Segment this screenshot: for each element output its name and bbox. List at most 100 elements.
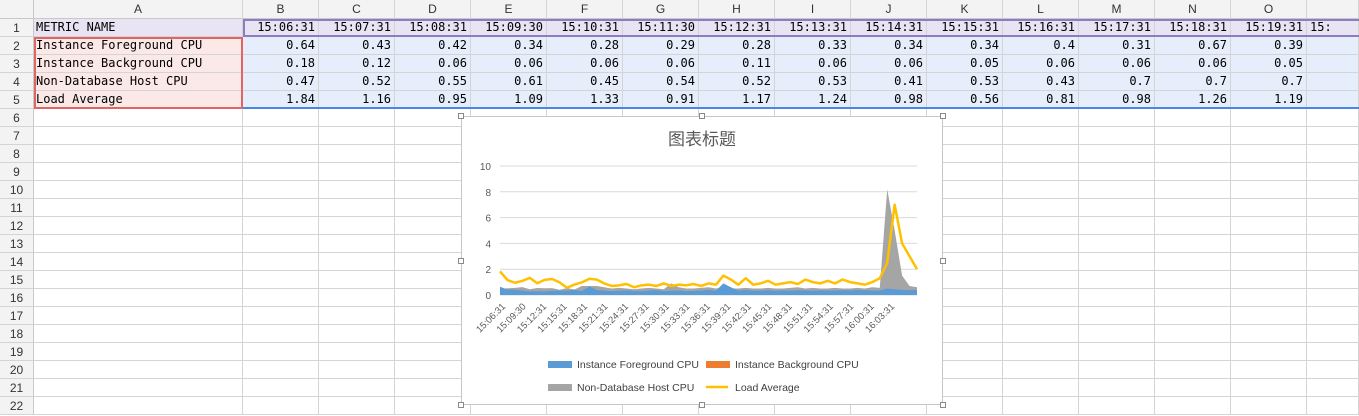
table-cell[interactable]	[927, 181, 1003, 199]
table-cell[interactable]	[395, 145, 471, 163]
table-cell[interactable]: 0.28	[547, 37, 623, 55]
table-cell[interactable]: 0.67	[1155, 37, 1231, 55]
table-cell[interactable]	[319, 289, 395, 307]
column-header[interactable]	[1307, 0, 1359, 19]
table-cell[interactable]: 0.39	[1231, 37, 1307, 55]
table-cell[interactable]	[1003, 343, 1079, 361]
table-cell[interactable]	[1079, 253, 1155, 271]
table-cell[interactable]	[395, 361, 471, 379]
table-cell[interactable]	[1307, 289, 1359, 307]
header-cell[interactable]: METRIC NAME	[34, 19, 243, 37]
table-cell[interactable]	[1079, 163, 1155, 181]
row-header[interactable]: 15	[0, 271, 34, 289]
table-cell[interactable]	[1231, 307, 1307, 325]
table-cell[interactable]	[1155, 325, 1231, 343]
table-cell[interactable]	[1079, 325, 1155, 343]
header-cell[interactable]: 15:09:30	[471, 19, 547, 37]
table-cell[interactable]	[243, 379, 319, 397]
table-cell[interactable]	[1079, 127, 1155, 145]
table-cell[interactable]: 0.53	[775, 73, 851, 91]
table-cell[interactable]	[395, 127, 471, 145]
row-header[interactable]: 9	[0, 163, 34, 181]
table-cell[interactable]	[1307, 109, 1359, 127]
table-cell[interactable]	[927, 145, 1003, 163]
table-cell[interactable]	[34, 253, 243, 271]
column-header[interactable]: J	[851, 0, 927, 19]
table-cell[interactable]	[1307, 307, 1359, 325]
table-cell[interactable]	[927, 235, 1003, 253]
column-header[interactable]: M	[1079, 0, 1155, 19]
table-cell[interactable]: 0.47	[243, 73, 319, 91]
table-cell[interactable]	[1231, 217, 1307, 235]
table-cell[interactable]	[34, 343, 243, 361]
table-cell[interactable]	[927, 289, 1003, 307]
table-cell[interactable]	[1003, 307, 1079, 325]
table-cell[interactable]	[319, 343, 395, 361]
table-cell[interactable]	[319, 253, 395, 271]
table-cell[interactable]: 0.7	[1079, 73, 1155, 91]
table-cell[interactable]	[319, 127, 395, 145]
table-cell[interactable]	[1231, 127, 1307, 145]
table-cell[interactable]	[395, 307, 471, 325]
table-cell[interactable]: 0.33	[775, 37, 851, 55]
row-header[interactable]: 10	[0, 181, 34, 199]
row-header[interactable]: 19	[0, 343, 34, 361]
column-header[interactable]: N	[1155, 0, 1231, 19]
table-cell[interactable]	[1155, 397, 1231, 415]
table-cell[interactable]	[243, 271, 319, 289]
table-cell[interactable]: 0.43	[1003, 73, 1079, 91]
table-cell[interactable]	[927, 163, 1003, 181]
column-header[interactable]: K	[927, 0, 1003, 19]
table-cell[interactable]	[1079, 397, 1155, 415]
table-cell[interactable]	[1003, 325, 1079, 343]
table-cell[interactable]: 0.7	[1155, 73, 1231, 91]
row-header[interactable]: 8	[0, 145, 34, 163]
resize-handle[interactable]	[458, 402, 464, 408]
table-cell[interactable]	[319, 181, 395, 199]
chart-object[interactable]: 图表标题 0 2 4 6 8 10 15:06:31 15:09:30 15:12:31 15:15…	[461, 116, 943, 405]
table-cell[interactable]	[319, 109, 395, 127]
table-cell[interactable]	[1307, 343, 1359, 361]
table-cell[interactable]	[1231, 199, 1307, 217]
table-cell[interactable]: Instance Background CPU	[34, 55, 243, 73]
table-cell[interactable]: 0.28	[699, 37, 775, 55]
row-header[interactable]: 1	[0, 19, 34, 37]
table-cell[interactable]: 0.05	[927, 55, 1003, 73]
table-cell[interactable]	[1155, 163, 1231, 181]
row-header[interactable]: 14	[0, 253, 34, 271]
table-cell[interactable]	[243, 181, 319, 199]
table-cell[interactable]	[34, 235, 243, 253]
column-header[interactable]: F	[547, 0, 623, 19]
table-cell[interactable]	[34, 109, 243, 127]
table-cell[interactable]	[1003, 397, 1079, 415]
table-cell[interactable]	[395, 325, 471, 343]
table-cell[interactable]	[927, 361, 1003, 379]
table-cell[interactable]	[1155, 307, 1231, 325]
table-cell[interactable]	[1155, 109, 1231, 127]
table-cell[interactable]	[34, 145, 243, 163]
column-header[interactable]: G	[623, 0, 699, 19]
table-cell[interactable]: 0.34	[927, 37, 1003, 55]
table-cell[interactable]	[395, 199, 471, 217]
table-cell[interactable]	[1079, 379, 1155, 397]
table-cell[interactable]	[1155, 361, 1231, 379]
table-cell[interactable]	[1155, 181, 1231, 199]
table-cell[interactable]	[243, 109, 319, 127]
table-cell[interactable]: 0.55	[395, 73, 471, 91]
table-cell[interactable]	[927, 127, 1003, 145]
row-header[interactable]: 21	[0, 379, 34, 397]
column-header[interactable]: E	[471, 0, 547, 19]
table-cell[interactable]	[623, 397, 699, 415]
table-cell[interactable]	[1079, 307, 1155, 325]
resize-handle[interactable]	[458, 113, 464, 119]
row-header[interactable]: 13	[0, 235, 34, 253]
row-header[interactable]: 18	[0, 325, 34, 343]
table-cell[interactable]	[243, 217, 319, 235]
table-cell[interactable]: 0.4	[1003, 37, 1079, 55]
table-cell[interactable]	[34, 289, 243, 307]
column-header[interactable]: A	[34, 0, 243, 19]
table-cell[interactable]	[395, 163, 471, 181]
table-cell[interactable]	[243, 361, 319, 379]
table-cell[interactable]	[1307, 253, 1359, 271]
